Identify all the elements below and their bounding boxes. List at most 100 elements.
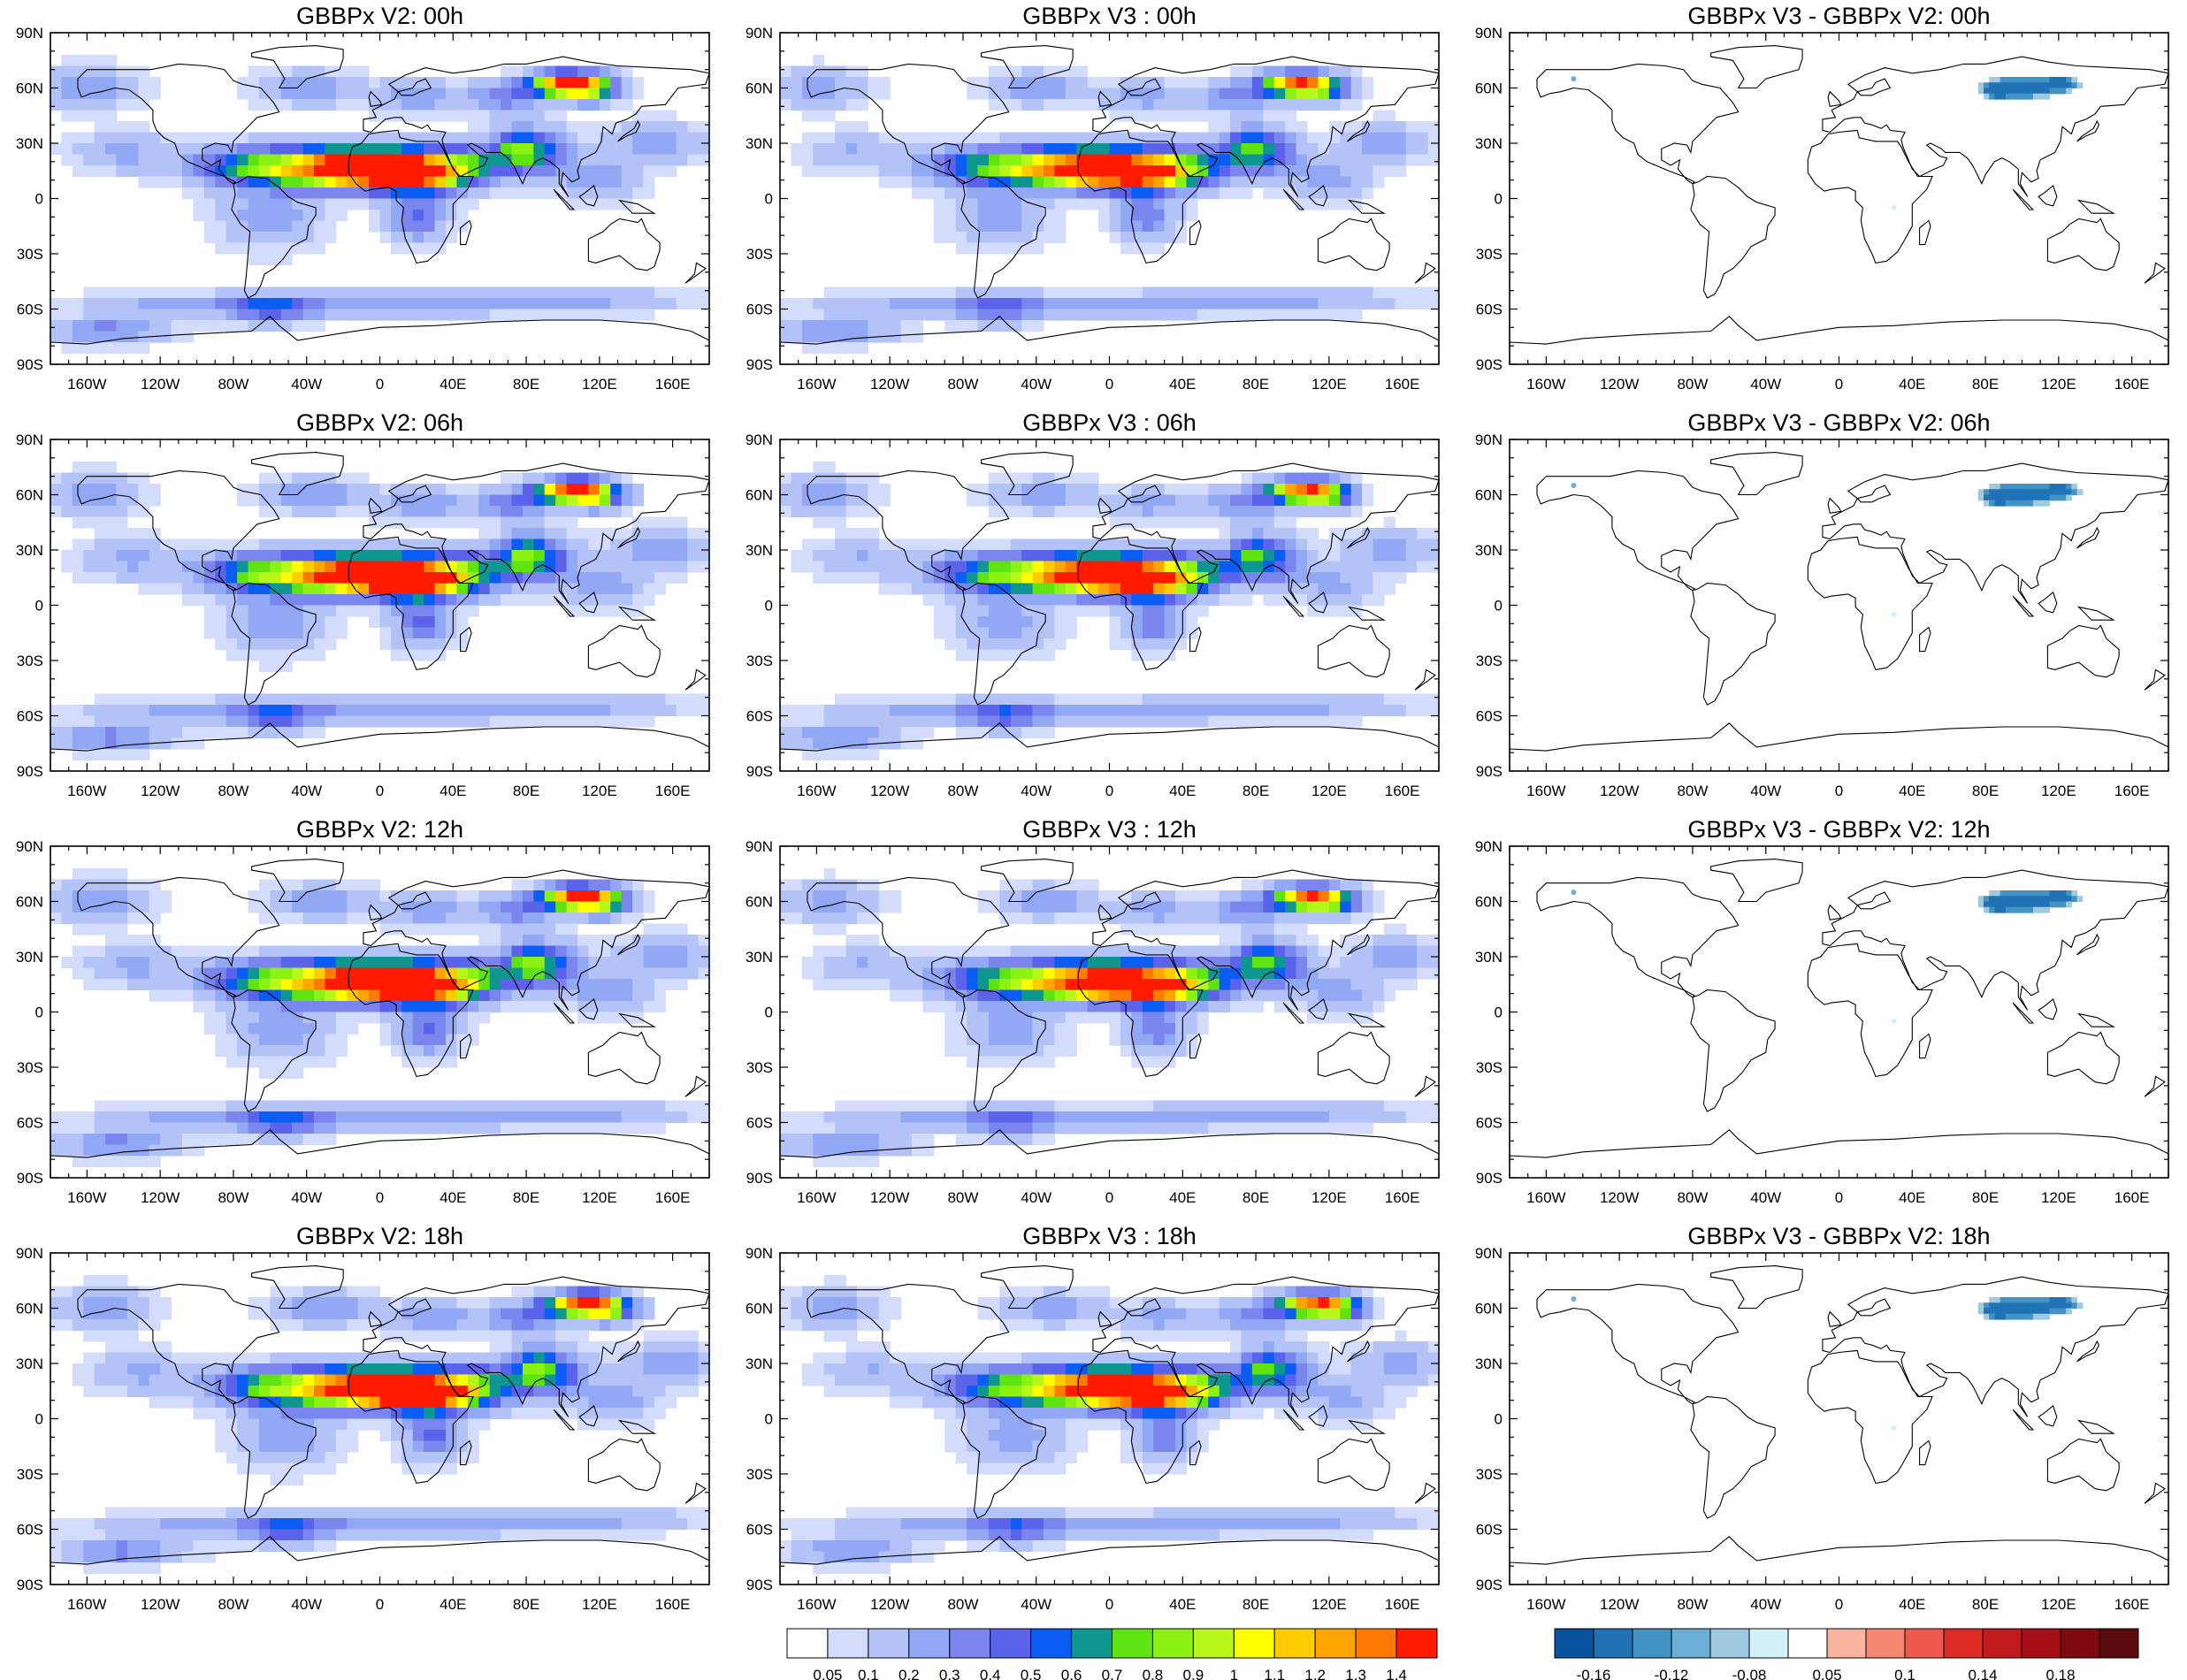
map-panel: GBBPx V3 : 06h 160W 120W 80W 40W 0 40E 80E 120E 1… [746,409,1440,799]
lon-tick-label: 160W [67,376,106,393]
lon-tick-label: 80E [1972,1189,1999,1206]
panel-title: GBBPx V2: 12h [296,816,463,843]
lon-tick-label: 80W [218,1596,249,1613]
lon-tick-label: 80W [947,1596,978,1613]
data-field [50,868,709,1168]
lon-tick-label: 120E [582,376,617,393]
lat-tick-label: 30N [746,135,773,152]
lon-tick-label: 160E [655,1189,691,1206]
lat-tick-label: 30S [17,246,43,263]
lon-tick-label: 160W [797,1596,836,1613]
lat-tick-label: 0 [35,191,43,208]
lat-tick-label: 90S [1476,1170,1503,1187]
data-field [1571,890,2084,1024]
panel-title: GBBPx V3 - GBBPx V2: 00h [1687,3,1990,29]
data-field [1571,483,2084,617]
lon-tick-label: 120E [1311,1596,1347,1613]
data-field [50,462,709,761]
colorbar-swatch [2021,1628,2061,1659]
colorbar-label: 1.2 [1304,1667,1326,1680]
lat-tick-label: 30S [1476,653,1503,669]
colorbar-swatch [1982,1628,2023,1659]
data-field [780,55,1439,355]
coastlines [50,1265,709,1585]
lon-tick-label: 40W [1021,376,1051,393]
lat-tick-label: 0 [765,1411,773,1428]
colorbar-swatch [2060,1628,2100,1659]
axis-ticks [50,845,710,1179]
lon-tick-label: 120W [1600,1596,1639,1613]
colorbar-label: 0.2 [899,1667,920,1680]
lon-tick-label: 40E [1899,1596,1925,1613]
lon-tick-label: 120W [1600,783,1639,799]
colorbar-swatch [786,1628,829,1659]
lat-tick-label: 90S [746,1170,773,1187]
lat-tick-label: 0 [35,598,43,615]
lat-tick-label: 0 [765,191,773,208]
lon-tick-label: 80E [1972,1596,1999,1613]
colorbar-label: 0.7 [1102,1667,1123,1680]
lon-tick-label: 80E [513,783,539,799]
lon-tick-label: 160E [655,376,691,393]
lat-tick-label: 60S [746,708,773,725]
colorbar-label: 1.3 [1345,1667,1366,1680]
axis-ticks [779,32,1440,365]
lon-tick-label: 120W [870,783,909,799]
map-panel: GBBPx V3 : 18h 160W 120W 80W 40W 0 40E 80E 120E 1… [746,1223,1440,1613]
colorbar-label: 0.05 [1812,1667,1841,1680]
colorbar-swatch [1355,1628,1397,1659]
lat-tick-label: 0 [765,1004,773,1021]
lat-tick-label: 60N [16,80,43,97]
coastlines [780,45,1439,364]
lat-tick-label: 90N [16,1245,43,1262]
colorbar-label: -0.08 [1732,1667,1767,1680]
lat-tick-label: 90S [17,356,43,373]
lon-tick-label: 80W [947,783,978,799]
map-panel: GBBPx V2: 18h 160W 120W 80W 40W 0 40E 80E 120E 16… [16,1223,710,1613]
lon-tick-label: 80E [1972,376,1999,393]
panel-title: GBBPx V3 - GBBPx V2: 18h [1687,1223,1990,1249]
lat-tick-label: 30N [1475,1355,1503,1372]
colorbar-label: 0.14 [1968,1667,1997,1680]
lat-tick-label: 30N [16,949,43,966]
colorbar-swatch [1865,1628,1906,1659]
map-panel: GBBPx V2: 00h 160W 120W 80W 40W 0 40E 80E 120E 16… [16,3,710,393]
lon-tick-label: 120E [582,783,617,799]
colorbar-swatch [990,1628,1032,1659]
lon-tick-label: 0 [376,1596,384,1613]
coastlines [50,452,709,771]
lon-tick-label: 40W [1021,783,1051,799]
lon-tick-label: 120W [870,376,909,393]
lon-tick-label: 120E [582,1189,617,1206]
lon-tick-label: 40W [291,783,322,799]
panel-title: GBBPx V3 : 12h [1022,816,1197,843]
axis-ticks [779,845,1440,1179]
lat-tick-label: 0 [1495,1411,1503,1428]
panel-title: GBBPx V2: 18h [296,1223,463,1249]
map-panel: GBBPx V3 : 00h 160W 120W 80W 40W 0 40E 80E 120E 1… [746,3,1440,393]
colorbar-label: 1 [1230,1667,1238,1680]
lon-tick-label: 40E [1899,783,1925,799]
lat-tick-label: 60S [17,1522,43,1539]
lat-tick-label: 60S [1476,708,1503,725]
lon-tick-label: 160E [2114,376,2150,393]
lon-tick-label: 80E [513,1596,539,1613]
axis-ticks [1509,845,2169,1179]
lon-tick-label: 40E [440,783,466,799]
colorbar-swatch [1314,1628,1357,1659]
coastlines [780,859,1439,1178]
data-field [50,55,709,355]
axis-ticks [50,1252,710,1585]
lat-tick-label: 60N [1475,894,1503,911]
lon-tick-label: 40W [291,1596,322,1613]
lon-tick-label: 40W [291,1189,322,1206]
colorbar-swatch [1826,1628,1867,1659]
lon-tick-label: 0 [1105,376,1113,393]
colorbar-label: -0.16 [1577,1667,1611,1680]
axis-ticks [1509,439,2169,772]
lon-tick-label: 120E [1311,376,1347,393]
lon-tick-label: 0 [1835,1189,1843,1206]
lat-tick-label: 30N [16,542,43,559]
lat-tick-label: 30N [746,1355,773,1372]
colorbar-label: 0.6 [1061,1667,1082,1680]
